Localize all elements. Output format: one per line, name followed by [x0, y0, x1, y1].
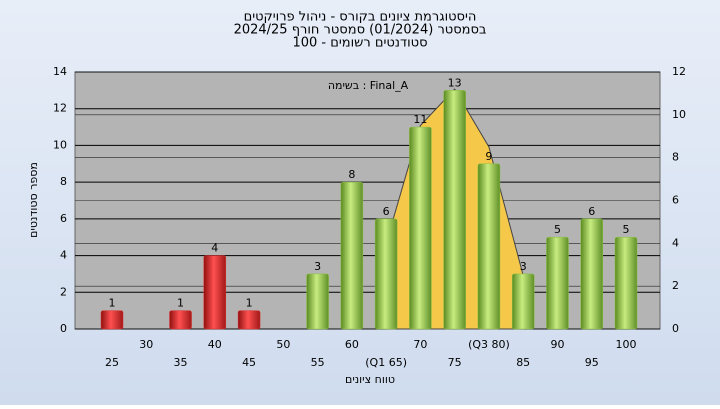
x-tick-label: 50 [276, 338, 290, 351]
y-tick-label: 8 [60, 175, 67, 188]
y-tick-label: 12 [53, 102, 67, 115]
data-label: 1 [177, 297, 184, 310]
bar [169, 310, 192, 330]
data-label: 3 [314, 260, 321, 273]
bar [237, 310, 261, 330]
x-axis-title: טווח ציונים [345, 373, 395, 386]
x-tick-label: 40 [208, 338, 222, 351]
y-tick-label: 14 [53, 65, 67, 78]
plot-layer: 024681012140246810122530354045505560(Q1 … [53, 65, 686, 369]
y-tick-label: 10 [53, 138, 67, 151]
y-tick-label: 2 [60, 285, 67, 298]
data-label: 9 [485, 150, 492, 163]
bar [477, 163, 501, 330]
bar [203, 255, 227, 330]
x-tick-label: 25 [105, 356, 119, 369]
data-label: 5 [554, 223, 561, 236]
x-tick-label: 75 [448, 356, 462, 369]
bar [340, 181, 364, 330]
data-label: 13 [448, 76, 462, 89]
y2-tick-label: 0 [672, 322, 679, 335]
bar [306, 273, 329, 330]
y2-tick-label: 10 [672, 108, 686, 121]
x-tick-label: (Q3 80) [468, 338, 510, 351]
bar [100, 310, 124, 330]
data-label: 6 [588, 205, 595, 218]
bar [546, 236, 569, 330]
data-label: 6 [383, 205, 390, 218]
data-label: 4 [211, 242, 218, 255]
y-tick-label: 6 [60, 212, 67, 225]
data-label: 3 [520, 260, 527, 273]
x-tick-label: 70 [413, 338, 427, 351]
y-tick-label: 4 [60, 249, 67, 262]
y-tick-label: 0 [60, 322, 67, 335]
y2-tick-label: 6 [672, 194, 679, 207]
y2-tick-label: 8 [672, 151, 679, 164]
x-tick-label: 45 [242, 356, 256, 369]
bar [443, 90, 466, 330]
data-label: 5 [623, 223, 630, 236]
y2-tick-label: 4 [672, 236, 679, 249]
bar [374, 218, 398, 330]
x-tick-label: 95 [585, 356, 599, 369]
data-label: 11 [413, 113, 427, 126]
bar [580, 218, 603, 330]
x-tick-label: 30 [139, 338, 153, 351]
chart-title: היסטוגרמת ציונים בקורס - ניהול פרויקטים [244, 10, 477, 25]
bar [614, 236, 638, 330]
x-tick-label: 85 [516, 356, 530, 369]
x-tick-label: 100 [616, 338, 637, 351]
bar [511, 273, 535, 330]
chart-subtitle: סטודנטים רשומים - 100 [292, 36, 427, 51]
annotation: בשימה : Final_A [328, 79, 409, 92]
y2-tick-label: 2 [672, 279, 679, 292]
x-tick-label: 60 [345, 338, 359, 351]
bar [409, 126, 432, 330]
x-tick-label: 55 [311, 356, 325, 369]
x-tick-label: 90 [550, 338, 564, 351]
chart-subtitle: בסמסטר (01/2024) סמסטר חורף 2024/25 [234, 23, 487, 38]
data-label: 8 [348, 168, 355, 181]
y2-tick-label: 12 [672, 65, 686, 78]
y-axis-title: מספר סטודנטים [27, 162, 40, 238]
x-tick-label: (Q1 65) [365, 356, 407, 369]
data-label: 1 [246, 297, 253, 310]
data-label: 1 [109, 297, 116, 310]
x-tick-label: 35 [174, 356, 188, 369]
